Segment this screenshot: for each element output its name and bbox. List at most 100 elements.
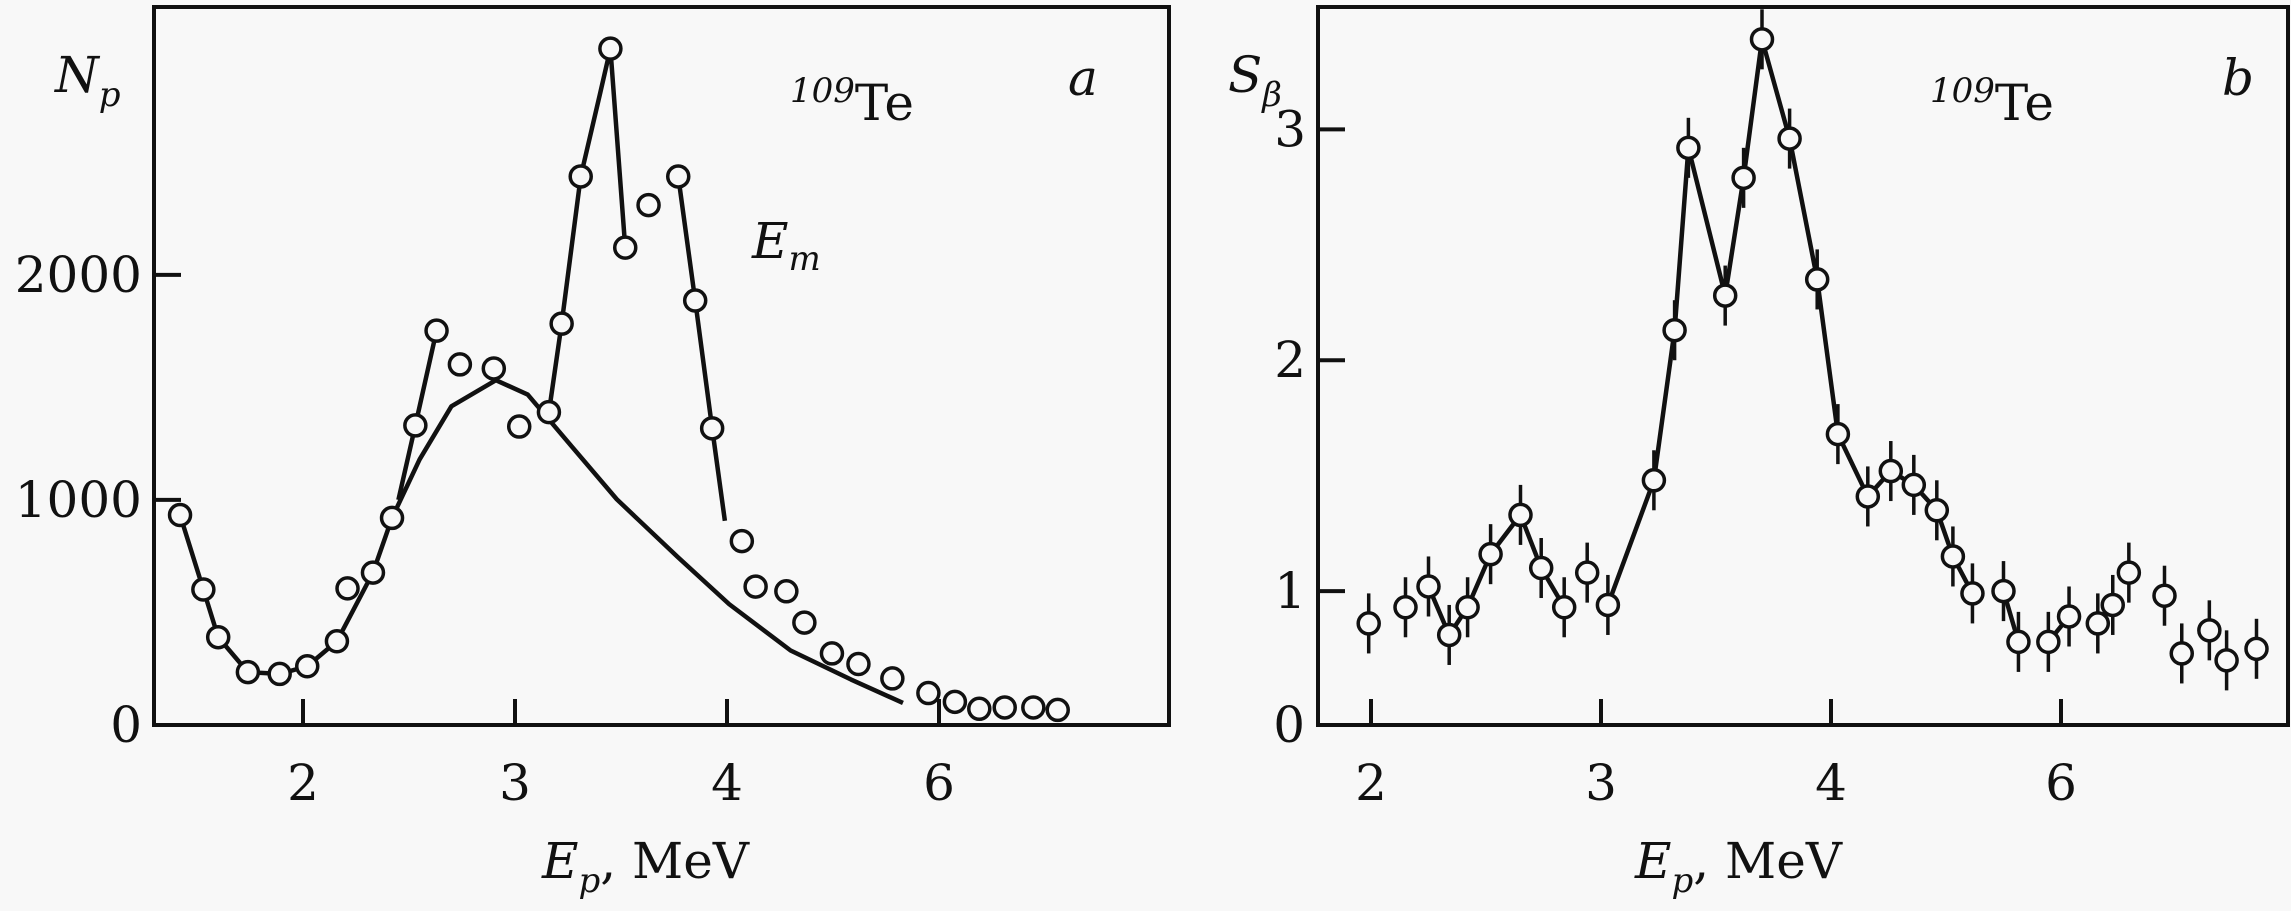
panel-b-data-point bbox=[1528, 555, 1554, 581]
panel-b-data-point bbox=[1574, 560, 1600, 585]
panel-a-data-point bbox=[598, 36, 623, 61]
panel-b-data-point bbox=[1855, 484, 1881, 509]
panel-a-x-tick-label: 3 bbox=[499, 754, 531, 812]
panel-a-data-point bbox=[1021, 695, 1046, 720]
panel-b-data-point bbox=[2036, 629, 2061, 655]
panel-a-data-point bbox=[636, 192, 661, 218]
panel-a-frame bbox=[152, 5, 1171, 727]
panel-a-data-point bbox=[880, 666, 905, 691]
panel-a-data-point bbox=[699, 416, 725, 441]
panel-b-data-point bbox=[1924, 498, 1950, 523]
panel-a-data-point bbox=[942, 689, 968, 715]
panel-b-x-tick-label: 3 bbox=[1585, 754, 1617, 812]
panel-a-data-point bbox=[324, 629, 350, 654]
panel-a-data-point bbox=[665, 164, 691, 189]
panel-a-x-tick-label: 6 bbox=[923, 754, 955, 812]
panel-b-data-point bbox=[1749, 27, 1775, 52]
panel-b-data-point bbox=[2085, 611, 2111, 636]
panel-b-y-tick-label: 2 bbox=[1274, 331, 1306, 389]
panel-b-data-point bbox=[1662, 317, 1687, 343]
panel-b-data-point bbox=[1436, 622, 1462, 648]
panel-b-data-point bbox=[1416, 574, 1441, 599]
panel-a-data-point bbox=[612, 235, 638, 260]
panel-b-y-tick-label: 1 bbox=[1274, 562, 1306, 620]
panel-a-data-point bbox=[335, 576, 360, 601]
panel-a-letter: a bbox=[1068, 49, 1098, 107]
panel-b-line-segment bbox=[1605, 37, 1975, 606]
panel-a-data-point bbox=[360, 560, 386, 585]
panel-a-isotope-label: 109Te bbox=[790, 71, 914, 132]
panel-a-data-point bbox=[447, 352, 473, 377]
panel-b-data-point bbox=[1712, 283, 1738, 308]
panel-b-data-point bbox=[1731, 165, 1756, 191]
panel-b-letter: b bbox=[2222, 49, 2254, 107]
panel-a-data-point bbox=[506, 414, 532, 439]
panel-b-frame bbox=[1316, 5, 2290, 727]
panel-a-data-point bbox=[403, 413, 428, 438]
panel-b-data-point bbox=[1991, 578, 2016, 604]
panel-b: 1 2 3 2 3 4 6 Sβ Ep, MeV 109Te b 0 bbox=[1228, 5, 2290, 901]
panel-a-data-point bbox=[792, 610, 817, 635]
panel-a-data-point bbox=[235, 659, 261, 685]
panel-b-data-point bbox=[1508, 502, 1533, 528]
panel-a-data-point bbox=[568, 164, 593, 189]
panel-b-data-point bbox=[2214, 648, 2239, 673]
panel-b-y-tick-label: 3 bbox=[1274, 100, 1306, 158]
panel-a-data-point bbox=[481, 356, 507, 381]
panel-a-y-tick-label: 0 bbox=[110, 696, 142, 754]
panel-b-data-point bbox=[1641, 468, 1667, 493]
panel-a-data-point bbox=[424, 318, 449, 343]
panel-b-data-point bbox=[2056, 604, 2082, 629]
panel-b-data-point bbox=[1356, 611, 1381, 636]
panel-a-data-point bbox=[379, 505, 405, 531]
panel-b-ylabel: Sβ bbox=[1228, 46, 1282, 115]
panel-b-data-point bbox=[1878, 458, 1904, 484]
panel-b-data-point bbox=[1676, 135, 1701, 161]
panel-b-data-point bbox=[2197, 618, 2222, 643]
panel-a-line-segment bbox=[676, 176, 728, 522]
panel-b-y-origin-label: 0 bbox=[1273, 696, 1305, 754]
panel-a-data-point bbox=[916, 680, 941, 706]
panel-a-ylabel: Np bbox=[54, 46, 121, 115]
panel-b-data-point bbox=[1455, 595, 1480, 620]
panel-a-fit-curve bbox=[177, 377, 904, 705]
panel-b-data-point bbox=[1940, 544, 1966, 569]
panel-b-data-point bbox=[1960, 581, 1985, 606]
panel-b-isotope-label: 109Te bbox=[1930, 71, 2054, 132]
panel-b-data-point bbox=[1478, 541, 1503, 567]
panel-a-data-point bbox=[294, 654, 320, 679]
panel-a-line-segment bbox=[546, 46, 628, 413]
panel-a-data-point bbox=[549, 311, 574, 336]
panel-b-x-tick-label: 6 bbox=[2045, 754, 2077, 812]
panel-a-em-label: Em bbox=[751, 212, 821, 279]
panel-b-data-point bbox=[1777, 126, 1802, 151]
panel-a-data-point bbox=[682, 288, 708, 313]
panel-b-data-point bbox=[1901, 472, 1927, 498]
panel-b-data-point bbox=[2152, 583, 2177, 608]
panel-a-y-tick-label: 1000 bbox=[15, 471, 142, 529]
panel-a-data-point bbox=[846, 651, 871, 677]
panel-a-data-point bbox=[267, 661, 292, 687]
panel-a-x-tick-label: 4 bbox=[711, 754, 743, 812]
panel-a-y-tick-label: 2000 bbox=[15, 246, 142, 304]
panel-b-data-point bbox=[2006, 629, 2031, 655]
panel-a-data-point bbox=[992, 695, 1017, 720]
panel-b-data-point bbox=[1551, 595, 1577, 620]
panel-a: 0 1000 2000 2 3 4 6 Np Ep, MeV 109Te a Em bbox=[15, 5, 1171, 901]
panel-a-data-point bbox=[729, 528, 755, 554]
panel-a-data-point bbox=[536, 399, 562, 425]
panel-a-x-tick-label: 2 bbox=[287, 754, 319, 812]
panel-a-data-point bbox=[167, 502, 193, 528]
panel-a-data-point bbox=[205, 624, 231, 650]
panel-b-xlabel: Ep, MeV bbox=[1634, 832, 1843, 901]
panel-a-data-point bbox=[191, 577, 216, 602]
panel-a-data-point bbox=[819, 641, 845, 666]
panel-b-data-point bbox=[1804, 267, 1830, 292]
panel-b-x-tick-label: 2 bbox=[1355, 754, 1387, 812]
panel-b-data-point bbox=[2244, 636, 2269, 662]
panel-a-data-point bbox=[774, 579, 799, 604]
panel-a-xlabel: Ep, MeV bbox=[541, 832, 750, 901]
panel-b-data-point bbox=[2100, 592, 2125, 618]
panel-b-data-point bbox=[1825, 421, 1851, 447]
